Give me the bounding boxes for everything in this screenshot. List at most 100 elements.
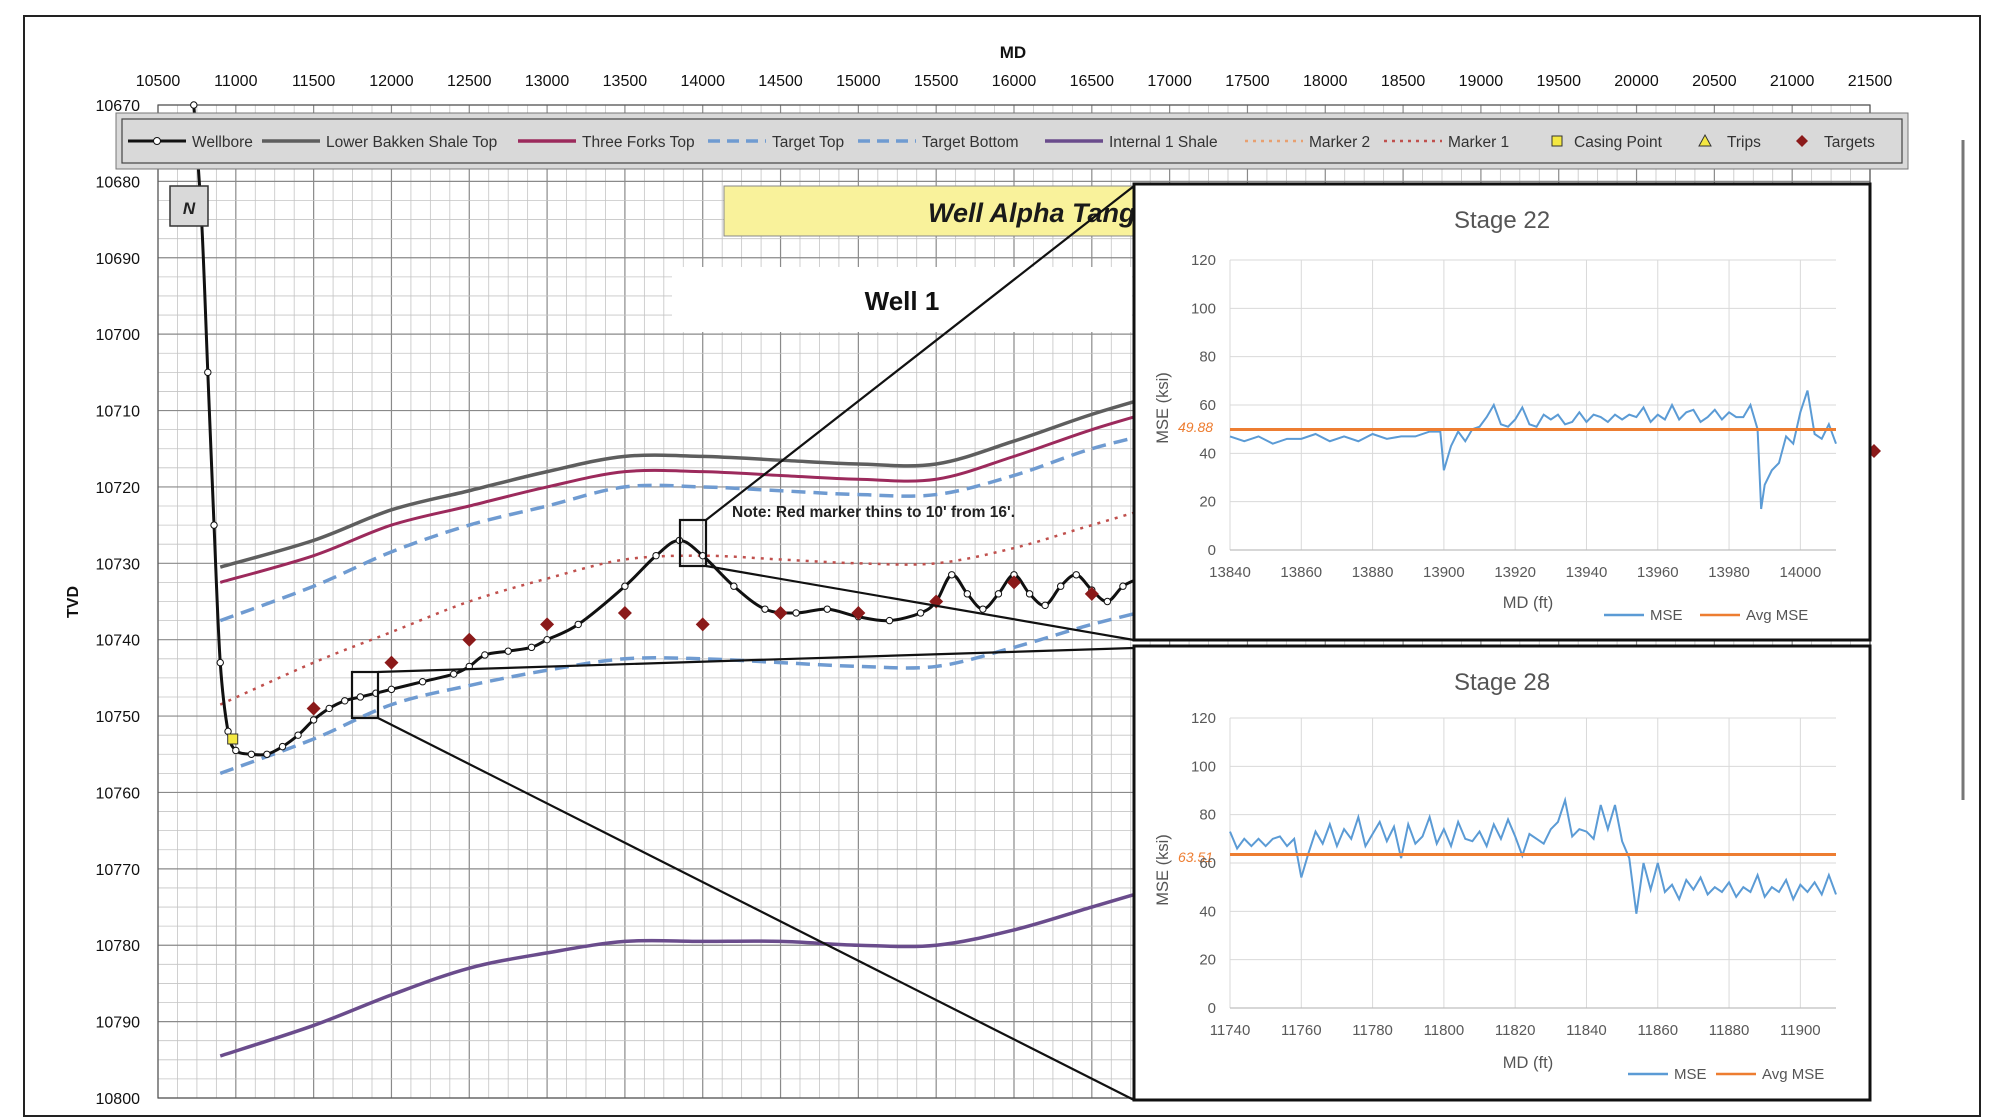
inset-stage-22: Stage 22 MD (ft) MSE (ksi) 49.88 MSE Avg… [1132,182,1872,642]
inset-y-tick-label: 60 [1199,855,1216,872]
x-tick-label: 19000 [1459,73,1504,90]
legend-swatch [1551,135,1563,147]
inset-plot: 0 20 40 60 80 100 120 11740 11760 11780 11800 11820… [1191,710,1837,1039]
inset-x-label: MD (ft) [1503,594,1553,612]
inset-avg-label: 49.88 [1178,419,1213,435]
inset-x-tick-label: 13860 [1280,564,1322,581]
inset-y-tick-label: 80 [1199,807,1216,824]
inset-y-tick-label: 100 [1191,758,1216,775]
callout-line [377,646,1135,674]
inset-y-tick-label: 0 [1208,1000,1216,1017]
wellbore-survey-point [247,750,256,758]
inset-y-tick-label: 120 [1191,252,1216,269]
wellbore-survey-point [963,590,972,598]
inset-avg-label: 63.51 [1178,849,1213,865]
wellbore-survey-point [1072,571,1080,579]
wellbore-survey-point [885,616,894,625]
wellbore-survey-point [1103,597,1112,606]
inset-y-tick-label: 40 [1199,445,1216,462]
wellbore-survey-point [481,651,489,659]
inset-x-tick-label: 11780 [1352,1022,1393,1039]
legend-item-casing-point: Casing Point [1551,134,1663,151]
inset-y-tick-label: 60 [1199,397,1216,414]
y-tick-label: 10710 [96,404,141,421]
legend-box [121,118,1903,164]
x-tick-label: 11000 [214,73,257,90]
zoom-callouts [350,185,1135,1101]
wellbore-survey-point [232,746,240,755]
legend: Wellbore Lower Bakken Shale Top Three Fork… [128,133,1875,151]
x-tick-label: 18000 [1303,73,1348,90]
inset-x-tick-label: 13980 [1708,564,1750,581]
well-title-text: Well Alpha Tang [928,198,1136,228]
inset-x-tick-label: 11820 [1495,1022,1536,1039]
legend-swatch-dot [153,137,161,145]
x-tick-label: 10500 [136,73,181,90]
wellbore-survey-point [574,620,582,629]
legend-avg-label: Avg MSE [1746,607,1808,624]
inset-plot: 0 20 40 60 80 100 120 13840 13860 13880 13900 13920… [1191,252,1837,581]
legend-avg-label: Avg MSE [1762,1066,1824,1083]
x-tick-label: 19500 [1536,73,1581,90]
x-tick-label: 21000 [1770,73,1815,90]
north-box [169,185,209,227]
target-marker [384,655,399,670]
inset-y-tick-label: 80 [1199,349,1216,366]
y-tick-label: 10700 [96,327,141,344]
target-marker [1007,575,1021,590]
target-marker [462,632,477,647]
callout-line [705,564,1135,642]
inset-y-tick-label: 0 [1208,542,1216,559]
y-tick-label: 10670 [96,98,141,115]
legend-label: Target Bottom [922,134,1019,151]
inset-x-tick-label: 13880 [1352,564,1394,581]
y-tick-label: 10730 [96,556,141,573]
inset-x-tick-label: 13940 [1566,564,1608,581]
legend-item-lower-bakken-shale-top: Lower Bakken Shale Top [262,134,497,151]
wellbore-survey-point [450,670,458,678]
x-tick-label: 13000 [525,73,570,90]
legend-item-target-top: Target Top [708,134,844,151]
inset-y-tick-label: 20 [1199,952,1216,969]
x-tick-label: 14000 [680,73,725,90]
x-tick-label: 13500 [603,73,648,90]
x-tick-label: 12000 [369,73,414,90]
well-title-banner [723,185,1195,237]
legend-label: Target Top [772,134,844,151]
wellbore-survey-point [216,658,224,667]
inset-x-tick-label: 13960 [1637,564,1679,581]
inset-x-tick-label: 11860 [1637,1022,1678,1039]
wellbore-survey-point [356,693,365,701]
inset-frame [1132,644,1872,1102]
legend-item-target-bottom: Target Bottom [858,134,1019,151]
wellbore-survey-point [621,582,629,590]
wellbore-survey-point [309,716,318,724]
wellbore-survey-point [543,635,551,644]
x-tick-label: 11500 [292,73,335,90]
y-axis-title: TVD [65,586,82,618]
well-label: Well 1 [865,286,940,316]
wellbore-survey-point [504,647,512,655]
well-label-box [672,267,1132,332]
inset-x-label: MD (ft) [1503,1054,1553,1072]
inset-y-tick-label: 20 [1199,494,1216,511]
inset-x-tick-label: 11740 [1210,1022,1251,1039]
legend-label: Three Forks Top [582,134,695,151]
wellbore-line [192,104,1140,757]
legend-mse-label: MSE [1650,607,1683,624]
x-tick-label: 20000 [1614,73,1659,90]
lower-bakken-shale-top-line [219,389,1171,569]
wellbore-survey-point [916,609,925,617]
legend-item-marker-2: Marker 2 [1245,134,1370,151]
wellbore-survey-point [190,101,198,109]
wellbore-survey-point [294,731,302,739]
target-marker [617,605,632,620]
y-tick-labels: 10670 10680 10690 10700 10710 10720 10730 10740… [96,98,141,1108]
y-tick-label: 10740 [96,633,141,650]
callout-line [377,717,1135,1101]
inset-x-tick-label: 13840 [1209,564,1251,581]
legend-mse-label: MSE [1674,1066,1707,1083]
inset-x-tick-label: 11880 [1709,1022,1750,1039]
x-tick-label: 15000 [836,73,881,90]
legend-label: Marker 2 [1309,134,1370,151]
